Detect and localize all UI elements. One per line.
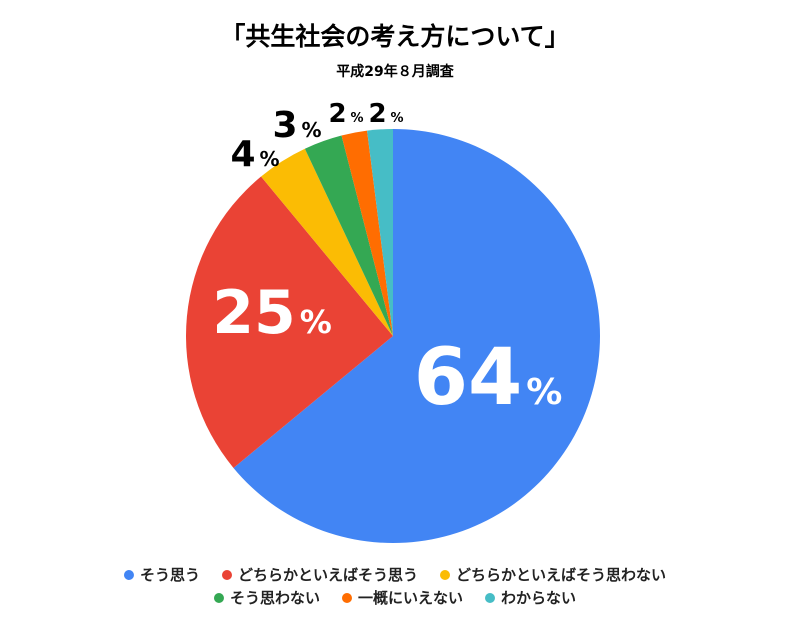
legend-marker [123, 570, 134, 580]
legend-marker [213, 593, 224, 603]
pie-data-labels: 64 %25 %4 %3 %2% 2% [212, 99, 562, 423]
legend-label: どちらかといえばそう思う [238, 566, 418, 584]
pie-slice [341, 130, 393, 336]
pie-slice [367, 129, 393, 336]
legend-marker [221, 570, 232, 580]
slice-value-label: 2% [328, 99, 363, 129]
slice-value-label: 2% [368, 99, 403, 129]
pie-slice [304, 135, 393, 336]
pie-slices [185, 129, 600, 544]
legend-marker [440, 570, 451, 580]
legend-label: わからない [501, 589, 576, 607]
legend-marker [485, 593, 496, 603]
legend-marker [341, 593, 352, 603]
chart-title: 「共生社会の考え方について」 [220, 22, 569, 51]
pie-slice [233, 129, 600, 544]
pie-slice [185, 176, 393, 468]
chart-subtitle: 平成29年８月調査 [336, 63, 454, 80]
legend-label: どちらかといえばそう思わない [456, 566, 666, 584]
slice-value-label: 25% [212, 278, 332, 348]
legend-label: そう思う [140, 566, 200, 584]
slice-value-label: 64% [414, 333, 563, 423]
pie-slice [261, 148, 393, 336]
slice-value-label: 3% [272, 105, 321, 146]
legend-label: そう思わない [230, 589, 320, 607]
slice-value-label: 4% [230, 134, 279, 175]
legend-label: 一概にいえない [358, 589, 463, 607]
